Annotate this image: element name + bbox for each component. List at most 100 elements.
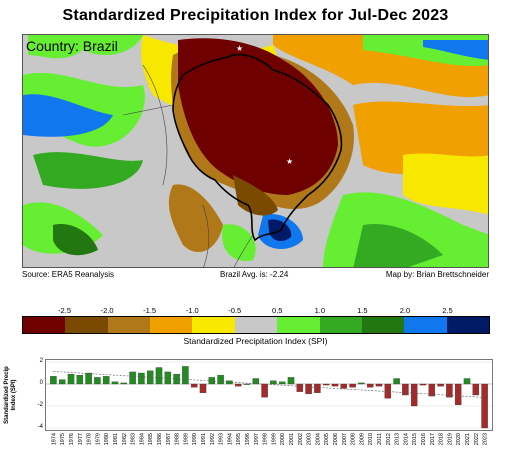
spi-bar-chart	[45, 359, 493, 431]
chart-x-tick-label: 1997	[254, 433, 260, 445]
chart-x-tick-label: 1979	[95, 433, 101, 445]
chart-bar-1977	[76, 375, 84, 385]
chart-bar-1991	[199, 383, 207, 393]
chart-bar-2002	[296, 383, 304, 392]
chart-trendline	[53, 371, 485, 398]
chart-bar-2020	[454, 383, 462, 406]
chart-bar-1983	[129, 371, 136, 385]
chart-x-tick-label: 2003	[307, 433, 313, 445]
chart-x-tick-label: 1990	[192, 433, 198, 445]
chart-bar-1984	[138, 372, 145, 385]
chart-x-tick-label: 1989	[183, 433, 189, 445]
chart-bar-1974	[50, 376, 57, 385]
colorbar-swatch	[361, 317, 405, 333]
country-label: Country: Brazil	[26, 38, 118, 54]
chart-y-tick-label: -2	[37, 402, 43, 408]
chart-x-tick-label: 1991	[201, 433, 207, 445]
chart-x-tick-label: 1995	[236, 433, 242, 445]
colorbar-tick-label: 2.0	[399, 306, 411, 315]
chart-bar-2023	[481, 383, 488, 429]
colorbar-swatch	[277, 317, 320, 333]
colorbar-title: Standardized Precipitation Index (SPI)	[183, 336, 328, 346]
chart-bar-1995	[234, 383, 242, 387]
chart-bar-1986	[155, 367, 163, 385]
chart-y-tick-label: -4	[37, 424, 43, 430]
colorbar-swatch	[150, 317, 193, 333]
chart-x-tick-label: 2005	[324, 433, 330, 445]
colorbar-swatch	[192, 317, 235, 333]
spi-map-raster: ★ ★	[23, 35, 488, 267]
colorbar-tick-label: 1.0	[314, 306, 326, 315]
chart-bar-2021	[463, 378, 471, 385]
chart-x-tick-label: 2022	[474, 433, 480, 445]
chart-x-labels: 1974 1975 1976 1977 1978 1979 1980 1981 1982 1983…	[51, 433, 489, 445]
chart-y-tick-label: 0	[39, 380, 43, 386]
chart-y-tick-label: 2	[39, 358, 43, 364]
colorbar-tick-label: 2.5	[442, 306, 453, 315]
chart-bar-2013	[393, 378, 400, 385]
chart-x-tick-label: 2015	[412, 433, 418, 445]
chart-x-tick-label: 2012	[386, 433, 392, 445]
chart-x-tick-label: 2023	[483, 433, 489, 445]
svg-text:★: ★	[286, 157, 293, 166]
colorbar-swatch	[404, 317, 447, 333]
chart-bar-1990	[190, 383, 198, 388]
chart-bar-1996	[243, 383, 251, 385]
chart-y-axis-label: Standardized Precip Index (SPI)	[4, 366, 17, 424]
chart-bar-1978	[85, 372, 92, 385]
chart-bar-2005	[322, 383, 330, 386]
chart-x-tick-label: 2001	[289, 433, 295, 445]
chart-x-tick-label: 1981	[113, 433, 119, 445]
chart-bar-2001	[287, 377, 295, 385]
chart-bar-2019	[446, 383, 453, 398]
chart-bar-2012	[384, 383, 392, 399]
chart-x-tick-label: 1980	[104, 433, 110, 445]
chart-bar-1981	[111, 381, 119, 385]
chart-bar-2010	[366, 383, 374, 388]
chart-x-tick-label: 1978	[87, 433, 93, 445]
chart-x-tick-label: 2000	[280, 433, 286, 445]
chart-x-tick-label: 2020	[456, 433, 462, 445]
chart-x-tick-label: 1986	[157, 433, 163, 445]
chart-x-tick-label: 1993	[219, 433, 225, 445]
chart-bar-1993	[217, 375, 224, 385]
chart-bar-2009	[358, 382, 365, 385]
colorbar-ticks: -2.5 -2.0 -1.5 -1.0 -0.5 0.5 1.0 1.5 2.0 2.5	[22, 306, 490, 316]
svg-text:★: ★	[236, 44, 243, 53]
chart-x-tick-label: 1992	[210, 433, 216, 445]
chart-x-tick-label: 1974	[51, 433, 57, 445]
colorbar-tick-label: -2.5	[58, 306, 71, 315]
chart-bar-1979	[94, 377, 101, 385]
chart-bar-2006	[331, 383, 339, 387]
chart-bar-1997	[252, 378, 260, 385]
colorbar-tick-label: -2.0	[100, 306, 114, 315]
colorbar-tick-label: 1.5	[357, 306, 368, 315]
chart-bar-1980	[102, 376, 110, 385]
chart-x-tick-label: 1977	[78, 433, 84, 445]
chart-x-tick-label: 2013	[395, 433, 401, 445]
colorbar	[22, 316, 490, 334]
chart-x-tick-label: 1982	[122, 433, 128, 445]
chart-x-tick-label: 2008	[351, 433, 357, 445]
spi-map: ★ ★ Country: Brazil	[22, 34, 489, 268]
chart-x-tick-label: 2009	[359, 433, 365, 445]
chart-bar-2003	[305, 383, 312, 395]
chart-bar-1982	[120, 382, 128, 385]
colorbar-tick-label: -1.0	[185, 306, 199, 315]
chart-bar-2018	[437, 383, 444, 387]
chart-bar-1987	[164, 371, 172, 385]
chart-bar-1976	[67, 373, 75, 385]
chart-bar-2015	[410, 383, 418, 407]
colorbar-tick-label: -1.5	[143, 306, 157, 315]
chart-x-tick-label: 1975	[60, 433, 66, 445]
chart-bar-2004	[314, 383, 321, 393]
chart-x-tick-label: 2002	[298, 433, 304, 445]
chart-bar-2017	[428, 383, 436, 397]
chart-bar-1998	[261, 383, 268, 398]
chart-bar-2008	[349, 383, 356, 388]
colorbar-tick-label: -0.5	[228, 306, 242, 315]
chart-x-tick-label: 1988	[175, 433, 181, 445]
colorbar-swatch	[234, 317, 278, 333]
source-label: Source: ERA5 Reanalysis	[22, 270, 115, 279]
credit-label: Map by: Brian Brettschneider	[385, 270, 489, 279]
